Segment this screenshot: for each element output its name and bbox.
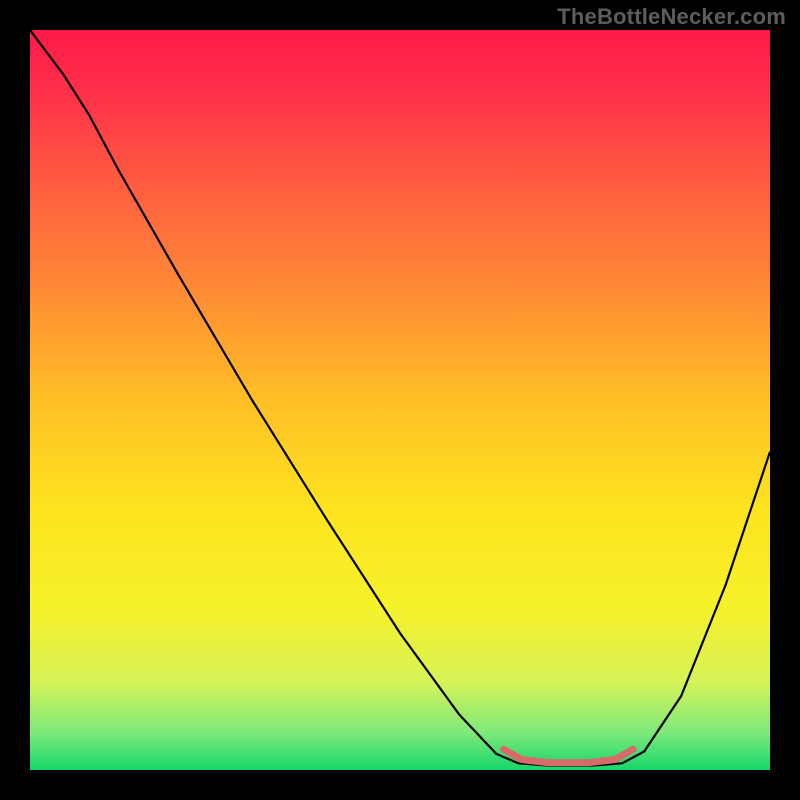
plot-area [30,30,770,770]
chart-frame: TheBottleNecker.com [0,0,800,800]
chart-svg [30,30,770,770]
gradient-background [30,30,770,770]
watermark-text: TheBottleNecker.com [557,4,786,30]
